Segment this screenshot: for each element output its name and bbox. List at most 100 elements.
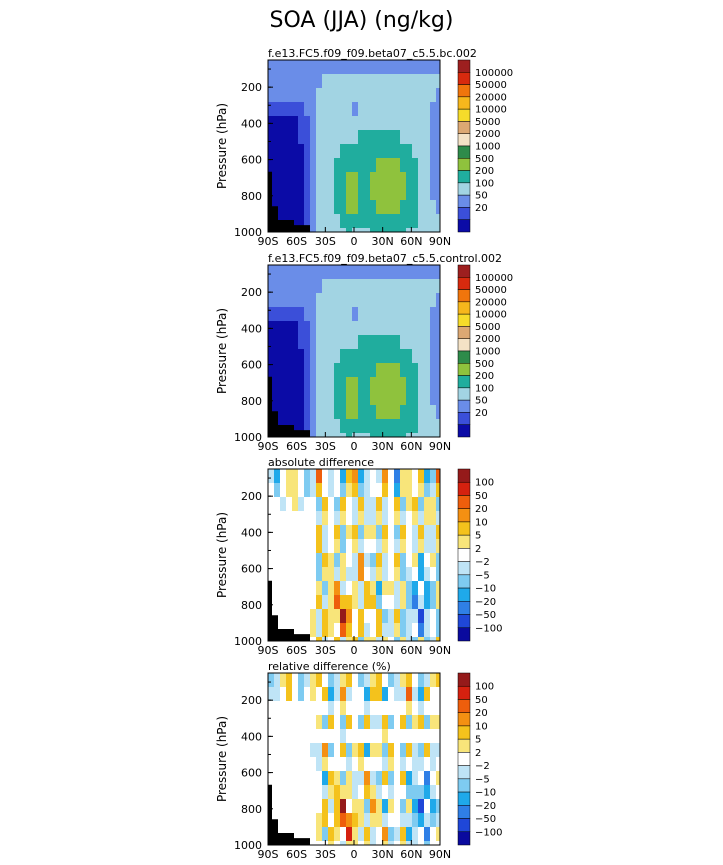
x-tick-label: 60N bbox=[400, 235, 422, 248]
contour-cell bbox=[412, 673, 419, 688]
contour-cell bbox=[352, 637, 359, 641]
contour-cell bbox=[340, 363, 347, 378]
contour-cell bbox=[406, 637, 413, 641]
contour-cell bbox=[340, 228, 347, 232]
contour-cell bbox=[292, 771, 299, 786]
contour-cell bbox=[430, 433, 437, 437]
contour-cell bbox=[424, 553, 431, 568]
contour-cell bbox=[328, 743, 335, 758]
contour-cell bbox=[316, 60, 323, 75]
contour-cell bbox=[400, 609, 407, 624]
contour-cell bbox=[322, 293, 329, 308]
contour-cell bbox=[310, 539, 317, 554]
contour-cell bbox=[340, 349, 347, 364]
contour-cell bbox=[412, 581, 419, 596]
colorbar-label: 10000 bbox=[475, 310, 507, 321]
contour-cell bbox=[388, 102, 395, 117]
contour-cell bbox=[358, 279, 365, 294]
contour-cell bbox=[370, 483, 377, 498]
contour-cell bbox=[322, 553, 329, 568]
colorbar-swatch bbox=[457, 108, 471, 122]
contour-cell bbox=[292, 279, 299, 294]
contour-cell bbox=[388, 335, 395, 350]
contour-cell bbox=[412, 144, 419, 159]
contour-cell bbox=[334, 279, 341, 294]
contour-cell bbox=[304, 349, 311, 364]
contour-cell bbox=[418, 228, 425, 232]
contour-cell bbox=[376, 158, 383, 173]
contour-cell bbox=[418, 581, 425, 596]
contour-cell bbox=[322, 785, 329, 800]
contour-cell bbox=[340, 757, 347, 772]
y-tick-label: 800 bbox=[241, 395, 262, 408]
colorbar-label: 10 bbox=[475, 721, 488, 732]
contour-cell bbox=[364, 60, 371, 75]
contour-cell bbox=[406, 265, 413, 280]
colorbar-swatch bbox=[457, 468, 471, 483]
contour-cell bbox=[328, 130, 335, 145]
contour-cell bbox=[334, 623, 341, 638]
panel-2: f.e13.FC5.f09_f09.beta07_c5.5.control.00… bbox=[215, 252, 513, 453]
contour-cell bbox=[364, 623, 371, 638]
colorbar-swatch bbox=[457, 59, 471, 73]
contour-cell bbox=[298, 405, 305, 420]
contour-cell bbox=[358, 377, 365, 392]
topography-mask bbox=[268, 376, 310, 437]
contour-cell bbox=[424, 228, 431, 232]
colorbar-swatch bbox=[457, 264, 471, 278]
y-tick-label: 800 bbox=[241, 803, 262, 816]
contour-cell bbox=[310, 623, 317, 638]
contour-cell bbox=[358, 102, 365, 117]
contour-cell bbox=[316, 511, 323, 526]
contour-cell bbox=[418, 637, 425, 641]
contour-cell bbox=[358, 60, 365, 75]
contour-cell bbox=[376, 827, 383, 842]
contour-cell bbox=[304, 102, 311, 117]
contour-cell bbox=[292, 186, 299, 201]
contour-cell bbox=[304, 785, 311, 800]
contour-cell bbox=[286, 729, 293, 744]
contour-cell bbox=[292, 729, 299, 744]
contour-cell bbox=[394, 567, 401, 582]
contour-cell bbox=[412, 729, 419, 744]
contour-cell bbox=[382, 673, 389, 688]
contour-cell bbox=[298, 609, 305, 624]
contour-cell bbox=[376, 200, 383, 215]
contour-cell bbox=[400, 581, 407, 596]
contour-cell bbox=[304, 567, 311, 582]
contour-cell bbox=[394, 335, 401, 350]
contour-cell bbox=[370, 827, 377, 842]
contour-cell bbox=[334, 813, 341, 828]
contour-cell bbox=[346, 144, 353, 159]
contour-cell bbox=[400, 116, 407, 131]
contour-cell bbox=[340, 729, 347, 744]
contour-cell bbox=[418, 335, 425, 350]
colorbar-swatch bbox=[457, 805, 471, 819]
contour-cell bbox=[424, 581, 431, 596]
colorbar-swatch bbox=[457, 601, 471, 615]
contour-cell bbox=[286, 595, 293, 610]
contour-cell bbox=[292, 743, 299, 758]
contour-cell bbox=[418, 405, 425, 420]
contour-cell bbox=[340, 172, 347, 187]
contour-cell bbox=[382, 637, 389, 641]
contour-cell bbox=[436, 701, 440, 716]
contour-cell bbox=[298, 265, 305, 280]
contour-cell bbox=[418, 60, 425, 75]
x-tick-label: 0 bbox=[351, 440, 358, 453]
contour-cell bbox=[352, 553, 359, 568]
contour-cell bbox=[280, 293, 287, 308]
contour-cell bbox=[334, 60, 341, 75]
contour-cell bbox=[430, 799, 437, 814]
contour-cell bbox=[400, 349, 407, 364]
contour-cell bbox=[304, 581, 311, 596]
colorbar-label: −10 bbox=[475, 584, 496, 595]
contour-cell bbox=[280, 567, 287, 582]
contour-cell bbox=[334, 102, 341, 117]
y-tick-label: 1000 bbox=[234, 839, 262, 852]
contour-cell bbox=[436, 321, 440, 336]
contour-cell bbox=[268, 279, 275, 294]
contour-cell bbox=[298, 771, 305, 786]
contour-cell bbox=[340, 279, 347, 294]
colorbar-swatch bbox=[457, 387, 471, 401]
